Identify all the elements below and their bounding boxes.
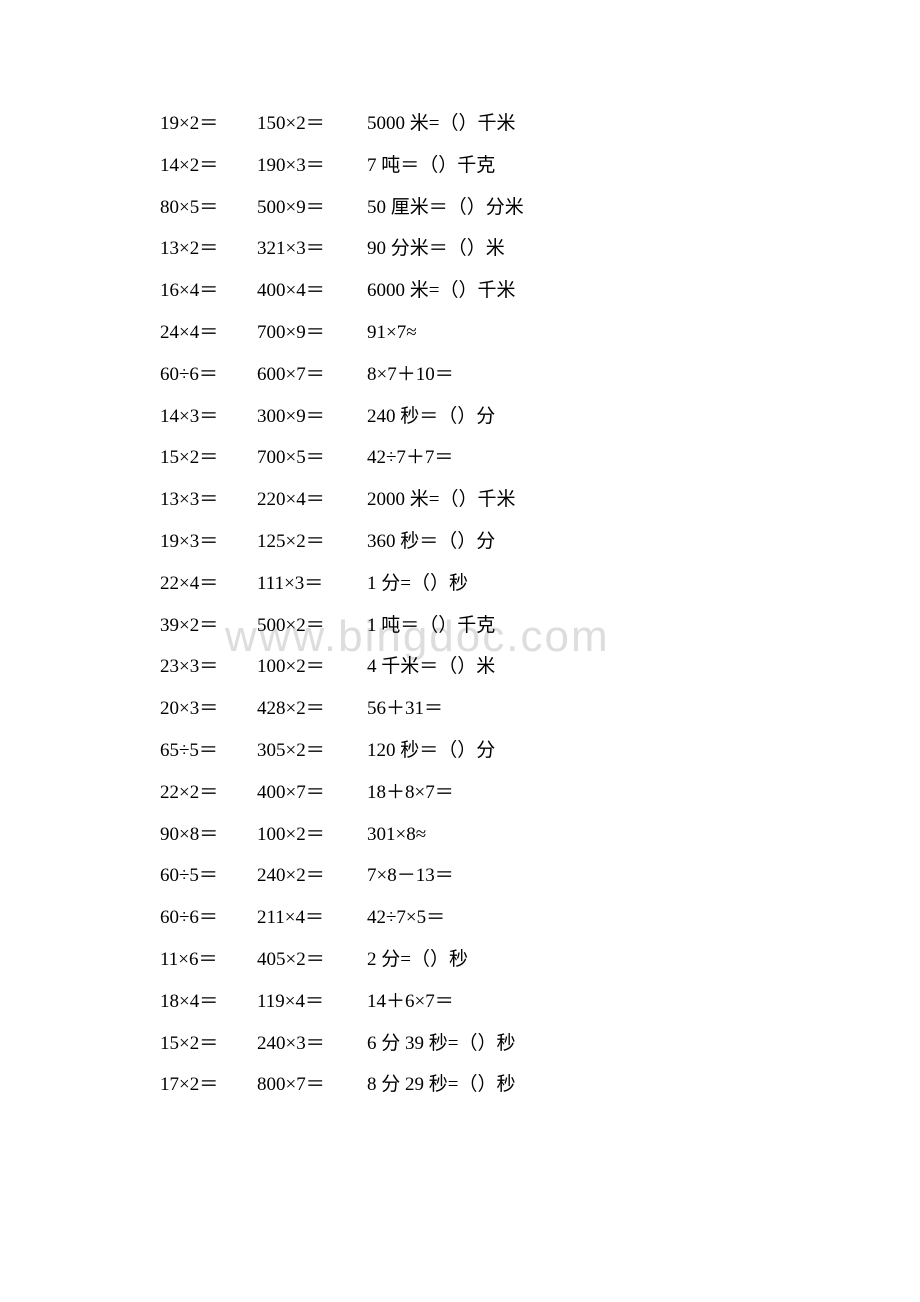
problem-row: 19×2＝150×2＝5000 米=（）千米 (160, 108, 820, 150)
col3-text: 91×7≈ (367, 322, 820, 344)
col3-text: 240 秒＝（）分 (367, 401, 820, 428)
problem-row: 60÷6＝600×7＝8×7＋10＝ (160, 359, 820, 401)
col1-text: 60÷6＝ (160, 359, 257, 386)
col3-text: 50 厘米＝（）分米 (367, 192, 820, 219)
problem-row: 13×3＝220×4＝2000 米=（）千米 (160, 484, 820, 526)
col1-text: 13×2＝ (160, 233, 257, 260)
col3-text: 8 分 29 秒=（）秒 (367, 1069, 820, 1096)
col3-text: 42÷7＋7＝ (367, 442, 820, 469)
col1-text: 16×4＝ (160, 275, 257, 302)
col3-text: 18＋8×7＝ (367, 777, 820, 804)
col1-text: 17×2＝ (160, 1069, 257, 1096)
col2-text: 125×2＝ (257, 526, 367, 553)
col3-text: 360 秒＝（）分 (367, 526, 820, 553)
col1-text: 11×6＝ (160, 944, 257, 971)
col1-text: 14×3＝ (160, 401, 257, 428)
col1-text: 39×2＝ (160, 610, 257, 637)
col3-text: 14＋6×7＝ (367, 986, 820, 1013)
col1-text: 14×2＝ (160, 150, 257, 177)
problem-row: 90×8＝100×2＝301×8≈ (160, 819, 820, 861)
problem-row: 11×6＝405×2＝2 分=（）秒 (160, 944, 820, 986)
problem-row: 23×3＝100×2＝4 千米＝（）米 (160, 651, 820, 693)
col2-text: 100×2＝ (257, 651, 367, 678)
col2-text: 305×2＝ (257, 735, 367, 762)
col3-text: 7 吨＝（）千克 (367, 150, 820, 177)
col2-text: 150×2＝ (257, 108, 367, 135)
problem-row: 60÷5＝240×2＝7×8－13＝ (160, 860, 820, 902)
col3-text: 7×8－13＝ (367, 860, 820, 887)
col2-text: 400×4＝ (257, 275, 367, 302)
col1-text: 60÷6＝ (160, 902, 257, 929)
problem-row: 13×2＝321×3＝90 分米＝（）米 (160, 233, 820, 275)
problem-row: 20×3＝428×2＝56＋31＝ (160, 693, 820, 735)
col3-text: 90 分米＝（）米 (367, 233, 820, 260)
col1-text: 15×2＝ (160, 442, 257, 469)
col2-text: 190×3＝ (257, 150, 367, 177)
col3-text: 301×8≈ (367, 824, 820, 846)
col3-text: 6 分 39 秒=（）秒 (367, 1028, 820, 1055)
col1-text: 20×3＝ (160, 693, 257, 720)
col2-text: 100×2＝ (257, 819, 367, 846)
col1-text: 90×8＝ (160, 819, 257, 846)
problem-row: 17×2＝800×7＝8 分 29 秒=（）秒 (160, 1069, 820, 1111)
problem-row: 14×3＝300×9＝240 秒＝（）分 (160, 401, 820, 443)
col3-text: 2000 米=（）千米 (367, 484, 820, 511)
col1-text: 19×2＝ (160, 108, 257, 135)
col2-text: 119×4＝ (257, 986, 367, 1013)
col3-text: 6000 米=（）千米 (367, 275, 820, 302)
problem-row: 18×4＝119×4＝14＋6×7＝ (160, 986, 820, 1028)
problem-row: 16×4＝400×4＝6000 米=（）千米 (160, 275, 820, 317)
problem-row: 14×2＝190×3＝7 吨＝（）千克 (160, 150, 820, 192)
problem-row: 19×3＝125×2＝360 秒＝（）分 (160, 526, 820, 568)
col1-text: 60÷5＝ (160, 860, 257, 887)
col2-text: 211×4＝ (257, 902, 367, 929)
col2-text: 500×2＝ (257, 610, 367, 637)
col3-text: 120 秒＝（）分 (367, 735, 820, 762)
worksheet-content: 19×2＝150×2＝5000 米=（）千米 14×2＝190×3＝7 吨＝（）… (0, 0, 920, 1111)
col2-text: 300×9＝ (257, 401, 367, 428)
col3-text: 56＋31＝ (367, 693, 820, 720)
col2-text: 111×3＝ (257, 568, 367, 595)
col3-text: 42÷7×5＝ (367, 902, 820, 929)
col2-text: 400×7＝ (257, 777, 367, 804)
col1-text: 19×3＝ (160, 526, 257, 553)
col1-text: 24×4＝ (160, 317, 257, 344)
col2-text: 700×9＝ (257, 317, 367, 344)
col2-text: 220×4＝ (257, 484, 367, 511)
problem-row: 60÷6＝211×4＝42÷7×5＝ (160, 902, 820, 944)
col1-text: 23×3＝ (160, 651, 257, 678)
col2-text: 700×5＝ (257, 442, 367, 469)
problem-row: 22×2＝400×7＝18＋8×7＝ (160, 777, 820, 819)
col1-text: 80×5＝ (160, 192, 257, 219)
col2-text: 405×2＝ (257, 944, 367, 971)
col3-text: 8×7＋10＝ (367, 359, 820, 386)
problem-row: 15×2＝700×5＝42÷7＋7＝ (160, 442, 820, 484)
col3-text: 5000 米=（）千米 (367, 108, 820, 135)
col3-text: 1 吨＝（）千克 (367, 610, 820, 637)
col1-text: 13×3＝ (160, 484, 257, 511)
problem-row: 39×2＝500×2＝1 吨＝（）千克 (160, 610, 820, 652)
col3-text: 2 分=（）秒 (367, 944, 820, 971)
col2-text: 428×2＝ (257, 693, 367, 720)
problem-row: 15×2＝240×3＝6 分 39 秒=（）秒 (160, 1028, 820, 1070)
col2-text: 800×7＝ (257, 1069, 367, 1096)
col3-text: 4 千米＝（）米 (367, 651, 820, 678)
col2-text: 600×7＝ (257, 359, 367, 386)
col1-text: 15×2＝ (160, 1028, 257, 1055)
problem-row: 80×5＝500×9＝50 厘米＝（）分米 (160, 192, 820, 234)
col3-text: 1 分=（）秒 (367, 568, 820, 595)
col1-text: 65÷5＝ (160, 735, 257, 762)
col2-text: 240×2＝ (257, 860, 367, 887)
col1-text: 18×4＝ (160, 986, 257, 1013)
col2-text: 240×3＝ (257, 1028, 367, 1055)
col1-text: 22×2＝ (160, 777, 257, 804)
problem-row: 65÷5＝305×2＝120 秒＝（）分 (160, 735, 820, 777)
col1-text: 22×4＝ (160, 568, 257, 595)
problem-row: 22×4＝111×3＝1 分=（）秒 (160, 568, 820, 610)
col2-text: 500×9＝ (257, 192, 367, 219)
col2-text: 321×3＝ (257, 233, 367, 260)
problem-row: 24×4＝700×9＝91×7≈ (160, 317, 820, 359)
